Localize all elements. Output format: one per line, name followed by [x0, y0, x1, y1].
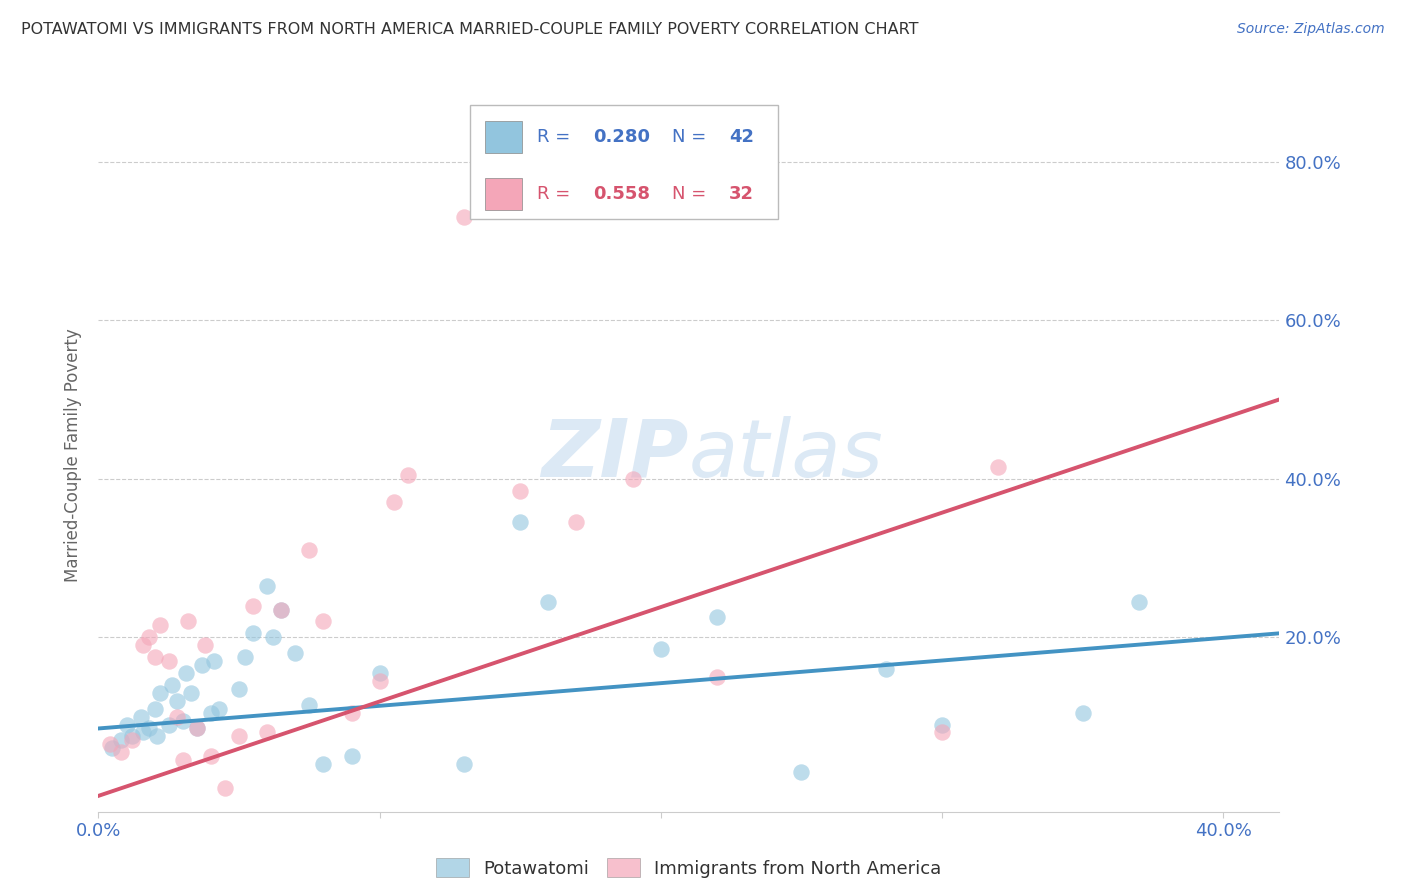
Point	[129, 709, 152, 723]
Point	[121, 733, 143, 747]
Point	[149, 618, 172, 632]
Point	[706, 670, 728, 684]
Point	[200, 706, 222, 720]
Bar	[471, 105, 778, 219]
Text: 42: 42	[730, 128, 754, 146]
Point	[110, 745, 132, 759]
Point	[132, 725, 155, 739]
Point	[157, 717, 180, 731]
Point	[233, 650, 256, 665]
Point	[115, 717, 138, 731]
Point	[453, 757, 475, 772]
Point	[298, 698, 321, 712]
Point	[121, 730, 143, 744]
Point	[931, 717, 953, 731]
Text: 0.280: 0.280	[593, 128, 651, 146]
Point	[110, 733, 132, 747]
Text: N =: N =	[672, 128, 713, 146]
Point	[214, 780, 236, 795]
Point	[98, 737, 121, 751]
Point	[172, 714, 194, 728]
Point	[149, 686, 172, 700]
Point	[312, 615, 335, 629]
Point	[256, 725, 278, 739]
Text: R =: R =	[537, 186, 575, 203]
Point	[143, 701, 166, 715]
Point	[228, 681, 250, 696]
Point	[1071, 706, 1094, 720]
Point	[172, 753, 194, 767]
Point	[621, 472, 644, 486]
Point	[138, 722, 160, 736]
Bar	[485, 121, 523, 153]
Text: POTAWATOMI VS IMMIGRANTS FROM NORTH AMERICA MARRIED-COUPLE FAMILY POVERTY CORREL: POTAWATOMI VS IMMIGRANTS FROM NORTH AMER…	[21, 22, 918, 37]
Text: Source: ZipAtlas.com: Source: ZipAtlas.com	[1237, 22, 1385, 37]
Text: N =: N =	[672, 186, 713, 203]
Point	[157, 654, 180, 668]
Point	[180, 686, 202, 700]
Text: 32: 32	[730, 186, 754, 203]
Point	[1128, 594, 1150, 608]
Y-axis label: Married-Couple Family Poverty: Married-Couple Family Poverty	[65, 328, 83, 582]
Point	[565, 516, 588, 530]
Point	[242, 599, 264, 613]
Point	[202, 654, 225, 668]
Point	[453, 210, 475, 224]
Point	[194, 638, 217, 652]
Point	[987, 459, 1010, 474]
Point	[790, 765, 813, 780]
Point	[186, 722, 208, 736]
Text: R =: R =	[537, 128, 575, 146]
Point	[101, 741, 124, 756]
Point	[396, 467, 419, 482]
Point	[312, 757, 335, 772]
Point	[143, 650, 166, 665]
Point	[875, 662, 897, 676]
Point	[208, 701, 231, 715]
Point	[146, 730, 169, 744]
Point	[284, 646, 307, 660]
Point	[191, 658, 214, 673]
Point	[242, 626, 264, 640]
Bar	[485, 178, 523, 211]
Point	[509, 516, 531, 530]
Point	[132, 638, 155, 652]
Point	[160, 678, 183, 692]
Point	[166, 694, 188, 708]
Point	[186, 722, 208, 736]
Point	[228, 730, 250, 744]
Point	[166, 709, 188, 723]
Point	[340, 706, 363, 720]
Point	[509, 483, 531, 498]
Point	[368, 673, 391, 688]
Point	[177, 615, 200, 629]
Point	[650, 642, 672, 657]
Point	[931, 725, 953, 739]
Text: atlas: atlas	[689, 416, 884, 494]
Point	[382, 495, 405, 509]
Point	[270, 602, 292, 616]
Point	[270, 602, 292, 616]
Point	[256, 579, 278, 593]
Text: ZIP: ZIP	[541, 416, 689, 494]
Point	[537, 594, 560, 608]
Point	[368, 665, 391, 680]
Point	[200, 749, 222, 764]
Point	[262, 630, 284, 644]
Legend: Potawatomi, Immigrants from North America: Potawatomi, Immigrants from North Americ…	[429, 851, 949, 885]
Point	[298, 543, 321, 558]
Point	[174, 665, 197, 680]
Point	[138, 630, 160, 644]
Text: 0.558: 0.558	[593, 186, 651, 203]
Point	[706, 610, 728, 624]
Point	[340, 749, 363, 764]
